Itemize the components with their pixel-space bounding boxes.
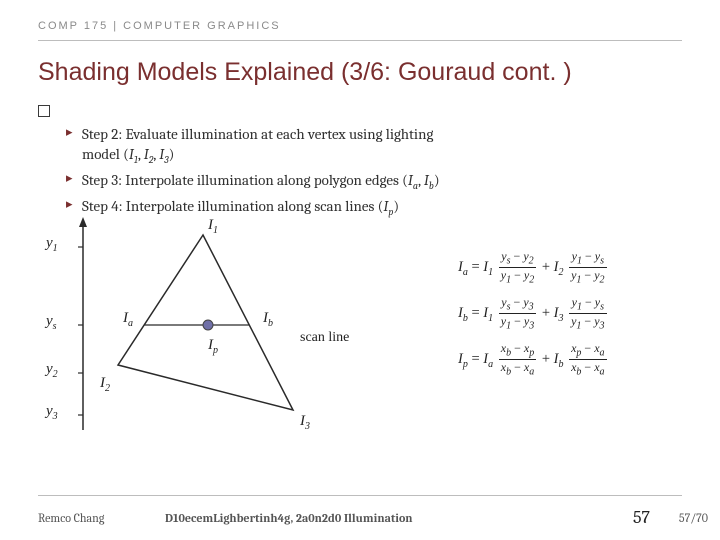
sym-ip: Ip [383, 197, 393, 215]
sym-i2: I2 [144, 145, 154, 163]
sym-i3: I3 [159, 145, 168, 163]
svg-text:I3: I3 [299, 413, 310, 432]
footer-center: D10ecemLighbertinh4g, 2a0n2d0 Illuminati… [0, 511, 720, 525]
text: Step 3: Interpolate illumination along p… [82, 171, 408, 189]
equations-block: Ia = I1 ys − y2y1 − y2 + I2 y1 − ysy1 − … [458, 250, 708, 387]
header-divider [38, 40, 682, 41]
svg-text:y3: y3 [44, 403, 58, 422]
svg-text:I2: I2 [99, 375, 110, 394]
text: ) [434, 171, 440, 189]
svg-text:Ib: Ib [262, 310, 273, 329]
sym-ia: Ia [408, 171, 418, 189]
svg-text:Ia: Ia [122, 310, 133, 329]
svg-text:y2: y2 [44, 361, 58, 380]
bullet-step-3: Step 3: Interpolate illumination along p… [66, 171, 686, 193]
svg-text:y1: y1 [44, 235, 58, 254]
text: Step 2: Evaluate illumination at each ve… [82, 125, 433, 143]
bullet-step-2: Step 2: Evaluate illumination at each ve… [66, 125, 686, 167]
text: ) [393, 197, 399, 215]
footer: Remco Chang D10ecemLighbertinh4g, 2a0n2d… [0, 495, 720, 540]
gouraud-diagram: y1 ys y2 y3 I1 Ia Ib Ip I2 I3 [38, 215, 438, 455]
sym-i1: I1 [129, 145, 138, 163]
equation-row: Ia = I1 ys − y2y1 − y2 + I2 y1 − ysy1 − … [458, 250, 708, 286]
slide-title: Shading Models Explained (3/6: Gouraud c… [38, 58, 572, 87]
svg-text:Ip: Ip [207, 337, 218, 356]
equation-row: Ip = Ia xb − xpxb − xa + Ib xp − xaxb − … [458, 342, 708, 378]
sym-ib: Ib [424, 171, 434, 189]
footer-page-number: 57 [633, 507, 650, 528]
text: ) [169, 145, 175, 163]
scan-line-label: scan line [300, 330, 349, 346]
equation-row: Ib = I1 ys − y3y1 − y3 + I3 y1 − ysy1 − … [458, 296, 708, 332]
svg-text:I1: I1 [207, 217, 218, 236]
top-bullet-square [38, 105, 50, 117]
sub-bullet-list: Step 2: Evaluate illumination at each ve… [66, 125, 686, 223]
footer-page-fraction: 57/70 [679, 511, 708, 525]
text: model ( [82, 145, 129, 163]
svg-text:ys: ys [44, 313, 57, 332]
course-header: COMP 175 | COMPUTER GRAPHICS [38, 20, 281, 32]
text: Step 4: Interpolate illumination along s… [82, 197, 383, 215]
diagram-svg: y1 ys y2 y3 I1 Ia Ib Ip I2 I3 [38, 215, 438, 455]
